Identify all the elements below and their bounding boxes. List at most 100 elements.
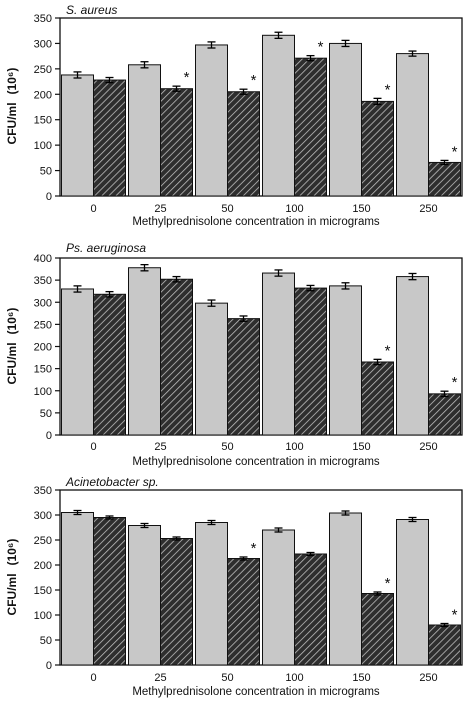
error-bar bbox=[105, 76, 114, 84]
y-tick-label: 300 bbox=[34, 297, 52, 309]
bar-series-0-100 bbox=[262, 272, 295, 436]
error-bar bbox=[373, 97, 382, 106]
bar-series-1-50 bbox=[227, 318, 260, 436]
x-tick-label: 0 bbox=[90, 203, 96, 215]
y-tick-label: 200 bbox=[34, 89, 52, 101]
error-bar bbox=[341, 510, 350, 516]
error-bar bbox=[73, 509, 82, 516]
x-axis-label: Methylprednisolone concentration in micr… bbox=[132, 216, 380, 228]
plot-frame bbox=[59, 489, 463, 666]
y-tick-label: 350 bbox=[34, 275, 52, 287]
bar-series-0-100 bbox=[262, 34, 295, 197]
y-tick-label: 150 bbox=[34, 364, 52, 376]
error-bar bbox=[408, 50, 417, 57]
significance-star: * bbox=[251, 540, 257, 557]
y-axis-label-unit: (10⁶) bbox=[5, 308, 19, 335]
bar-series-0-150 bbox=[329, 285, 362, 436]
x-tick-label: 150 bbox=[352, 441, 370, 453]
x-tick-label: 0 bbox=[90, 441, 96, 453]
y-tick-label: 300 bbox=[34, 510, 52, 522]
y-tick-label: 0 bbox=[46, 430, 52, 442]
bar-series-0-250 bbox=[396, 276, 429, 436]
y-axis-label: CFU/ml (10⁶) bbox=[5, 539, 19, 616]
bar-series-1-250 bbox=[428, 393, 461, 436]
error-bar bbox=[440, 159, 449, 166]
bar-series-0-0 bbox=[61, 288, 94, 436]
bar-series-0-0 bbox=[61, 512, 94, 666]
y-axis-label-text: CFU/ml bbox=[5, 342, 19, 384]
chart-2: 0 50 100 150 200 250 300 350 0 25 * 50 100 * 150 * 250 Ac… bbox=[5, 475, 463, 698]
bar-series-0-25 bbox=[128, 267, 161, 436]
error-bar bbox=[373, 358, 382, 366]
y-tick-label: 200 bbox=[34, 342, 52, 354]
y-tick-label: 50 bbox=[40, 408, 52, 420]
significance-star: * bbox=[318, 39, 324, 56]
y-tick-label: 200 bbox=[34, 560, 52, 572]
error-bar bbox=[274, 269, 283, 277]
bar-series-0-100 bbox=[262, 529, 295, 666]
bar-series-0-250 bbox=[396, 53, 429, 197]
error-bar bbox=[207, 519, 216, 526]
error-bar bbox=[306, 551, 315, 557]
significance-star: * bbox=[184, 69, 190, 86]
y-tick-label: 250 bbox=[34, 319, 52, 331]
significance-star: * bbox=[251, 72, 257, 89]
significance-star: * bbox=[452, 607, 458, 624]
error-bar bbox=[140, 522, 149, 529]
y-tick-label: 350 bbox=[34, 485, 52, 497]
chart-title: Ps. aeruginosa bbox=[66, 241, 146, 255]
error-bar bbox=[140, 61, 149, 69]
bar-series-0-150 bbox=[329, 42, 362, 197]
error-bar bbox=[408, 272, 417, 281]
y-tick-label: 400 bbox=[34, 253, 52, 265]
error-bar bbox=[341, 282, 350, 290]
bar-series-0-250 bbox=[396, 519, 429, 666]
error-bar bbox=[440, 390, 449, 398]
bar-series-1-50 bbox=[227, 91, 260, 197]
bar-series-1-100 bbox=[294, 287, 327, 436]
x-tick-label: 100 bbox=[285, 672, 303, 684]
error-bar bbox=[172, 536, 181, 541]
bar-series-1-150 bbox=[361, 593, 394, 666]
bar-series-1-25 bbox=[160, 538, 193, 666]
bar-series-1-25 bbox=[160, 278, 193, 436]
x-tick-label: 250 bbox=[419, 203, 437, 215]
bar-series-0-0 bbox=[61, 74, 94, 197]
chart-title: Acinetobacter sp. bbox=[65, 475, 159, 489]
x-tick-label: 25 bbox=[154, 203, 166, 215]
x-axis-label: Methylprednisolone concentration in micr… bbox=[132, 456, 380, 468]
x-tick-label: 100 bbox=[285, 441, 303, 453]
y-tick-label: 300 bbox=[34, 38, 52, 50]
significance-star: * bbox=[452, 143, 458, 160]
error-bar bbox=[373, 591, 382, 596]
error-bar bbox=[274, 31, 283, 39]
y-tick-label: 100 bbox=[34, 140, 52, 152]
y-tick-label: 50 bbox=[40, 166, 52, 178]
bar-series-1-150 bbox=[361, 361, 394, 436]
bar-series-1-250 bbox=[428, 624, 461, 666]
y-axis-label: CFU/ml (10⁶) bbox=[5, 308, 19, 385]
x-tick-label: 50 bbox=[221, 441, 233, 453]
y-axis-label-unit: (10⁶) bbox=[5, 68, 19, 95]
x-tick-label: 250 bbox=[419, 672, 437, 684]
y-tick-label: 50 bbox=[40, 635, 52, 647]
y-axis-label-text: CFU/ml bbox=[5, 102, 19, 144]
x-tick-label: 150 bbox=[352, 203, 370, 215]
x-tick-label: 25 bbox=[154, 672, 166, 684]
error-bar bbox=[274, 527, 283, 533]
bar-series-0-50 bbox=[195, 522, 228, 666]
error-bar bbox=[140, 263, 149, 272]
x-tick-label: 150 bbox=[352, 672, 370, 684]
error-bar bbox=[239, 88, 248, 95]
error-bar bbox=[105, 290, 114, 298]
bar-series-1-100 bbox=[294, 57, 327, 197]
bar-series-1-0 bbox=[93, 293, 126, 436]
bar-series-1-50 bbox=[227, 558, 260, 666]
bar-series-0-50 bbox=[195, 44, 228, 197]
chart-1: 0 50 100 150 200 250 300 350 400 0 25 50 100 * 150 * 250… bbox=[5, 241, 463, 468]
error-bar bbox=[440, 622, 449, 628]
bar-series-0-25 bbox=[128, 525, 161, 666]
error-bar bbox=[73, 71, 82, 79]
y-tick-label: 100 bbox=[34, 386, 52, 398]
